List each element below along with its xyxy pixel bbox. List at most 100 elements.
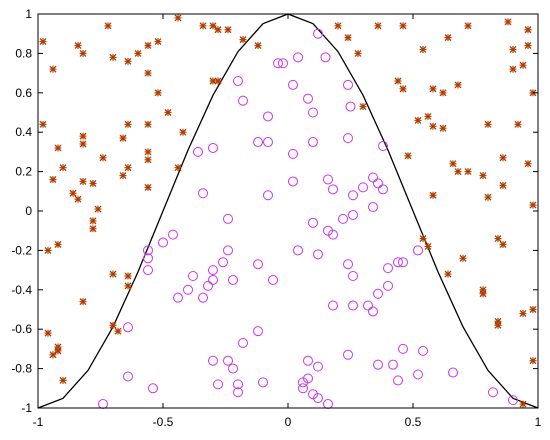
circle-point xyxy=(208,274,218,285)
star-point xyxy=(109,53,117,61)
x-tick-label: 0.5 xyxy=(405,415,422,429)
circle-point xyxy=(208,142,218,153)
circle-point xyxy=(393,375,403,386)
star-point xyxy=(419,45,427,53)
star-point xyxy=(209,22,217,30)
star-point xyxy=(444,270,452,278)
circle-point xyxy=(183,284,193,295)
star-point xyxy=(109,321,117,329)
star-point xyxy=(459,254,467,262)
star-point xyxy=(144,148,152,156)
star-point xyxy=(424,242,432,250)
star-point xyxy=(59,376,67,384)
circle-point xyxy=(378,140,388,151)
circle-point xyxy=(123,322,133,333)
circle-point xyxy=(223,213,233,224)
star-point xyxy=(39,120,47,128)
star-point xyxy=(44,329,52,337)
x-tick-label: 1 xyxy=(535,415,542,429)
circle-point xyxy=(143,245,153,256)
star-point xyxy=(99,154,107,162)
star-point xyxy=(214,77,222,85)
circle-point xyxy=(448,367,458,378)
circle-point xyxy=(298,377,308,388)
x-tick-label: -0.5 xyxy=(153,415,174,429)
circle-point xyxy=(343,79,353,90)
circle-point xyxy=(345,101,356,112)
star-point xyxy=(134,49,142,57)
star-point xyxy=(524,160,532,168)
star-point xyxy=(89,179,97,187)
circle-point xyxy=(268,274,278,285)
circle-point xyxy=(298,383,308,394)
star-point xyxy=(179,128,187,136)
y-tick-label: -0.6 xyxy=(11,322,32,336)
axes-frame xyxy=(37,13,539,409)
star-point xyxy=(429,85,437,93)
star-point xyxy=(519,400,527,408)
circle-point xyxy=(313,28,323,39)
circle-point xyxy=(148,383,158,394)
circle-point xyxy=(188,271,198,282)
star-point xyxy=(354,49,362,57)
star-point xyxy=(514,120,522,128)
star-point xyxy=(479,290,487,298)
circle-point xyxy=(288,79,298,90)
star-point xyxy=(214,26,222,34)
star-point xyxy=(39,38,47,46)
star-point xyxy=(519,61,527,69)
circle-point xyxy=(143,265,153,276)
star-point xyxy=(74,195,82,203)
circle-point xyxy=(193,146,203,157)
circle-point xyxy=(383,263,393,274)
circle-point xyxy=(253,137,263,148)
star-point xyxy=(509,65,517,73)
star-point xyxy=(499,240,507,248)
circle-point xyxy=(368,306,378,317)
circle-point xyxy=(398,343,408,354)
circle-point xyxy=(343,349,353,360)
star-point xyxy=(164,109,172,116)
star-point xyxy=(54,144,62,152)
circle-point xyxy=(313,393,323,404)
circle-point xyxy=(218,257,228,268)
circle-point xyxy=(348,209,358,220)
star-point xyxy=(479,172,487,180)
circle-point xyxy=(363,300,373,311)
y-tick-label: -0.4 xyxy=(11,283,32,297)
circle-point xyxy=(253,326,263,337)
star-point xyxy=(154,89,162,97)
star-point xyxy=(419,235,427,243)
circle-point xyxy=(203,280,213,291)
star-point xyxy=(114,327,122,335)
circle-point xyxy=(508,395,518,406)
star-point xyxy=(119,172,127,180)
star-point xyxy=(359,103,367,111)
y-tick-label: 0 xyxy=(25,204,32,218)
y-tick-label: 0.8 xyxy=(15,46,32,60)
circle-point xyxy=(293,245,303,256)
circle-point xyxy=(373,178,383,189)
circle-point xyxy=(173,292,183,303)
circle-point xyxy=(233,75,243,86)
star-point xyxy=(89,217,97,225)
star-point xyxy=(119,134,127,142)
circle-point xyxy=(348,271,358,282)
circle-point xyxy=(258,377,268,388)
star-point xyxy=(224,26,232,34)
y-tick-label: 0.6 xyxy=(15,86,32,100)
star-point xyxy=(199,22,207,30)
circle-point xyxy=(368,172,378,183)
circle-point xyxy=(373,359,383,370)
star-point xyxy=(49,175,57,183)
star-point xyxy=(454,168,462,176)
star-point xyxy=(449,160,457,168)
tick-labels: -1 -0.5 0 0.5 1 -1 -0.8 -0.6 -0.4 -0.2 0 0.2 0.4 0.6 0… xyxy=(11,7,541,429)
circle-point xyxy=(378,184,388,195)
star-point xyxy=(59,164,67,172)
star-point xyxy=(79,140,87,148)
y-tick-label: -0.8 xyxy=(11,362,32,376)
circle-point xyxy=(238,337,248,348)
circle-point xyxy=(348,300,358,311)
